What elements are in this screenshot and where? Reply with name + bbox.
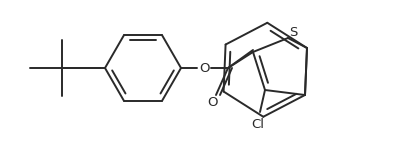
Text: Cl: Cl: [251, 117, 265, 131]
Text: S: S: [289, 25, 297, 39]
Text: O: O: [208, 97, 218, 110]
Text: O: O: [199, 61, 209, 75]
